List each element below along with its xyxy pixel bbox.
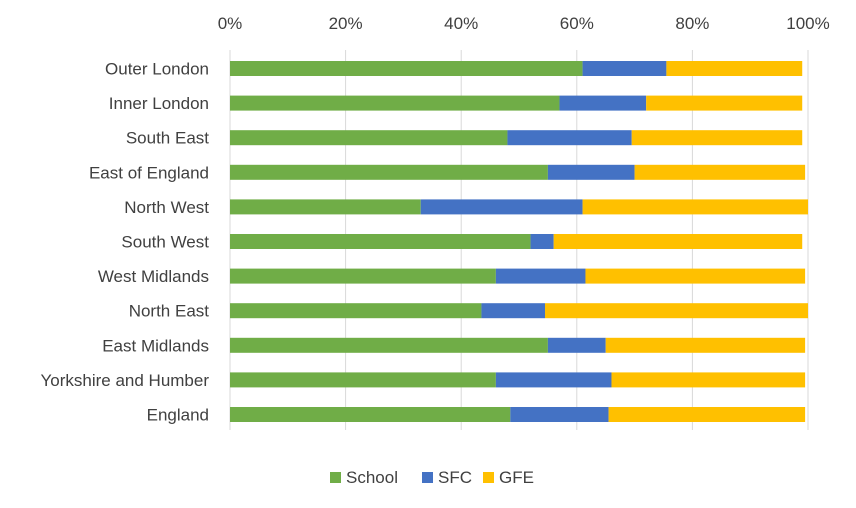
bar-segment-gfe [545, 303, 808, 319]
y-axis-categories: Outer London Inner London South East East o… [40, 60, 209, 425]
legend-label: School [346, 468, 398, 487]
bar-segment-gfe [646, 95, 803, 111]
bar-segment-sfc [495, 372, 612, 388]
bar-segment-gfe [631, 130, 803, 146]
legend-swatch [483, 472, 494, 483]
category-label: England [147, 406, 209, 425]
legend: School SFC GFE [330, 468, 534, 487]
bar-segment-school [230, 61, 583, 76]
bar-segment-school [230, 268, 496, 284]
legend-swatch [330, 472, 341, 483]
bar-segment-gfe [605, 337, 806, 353]
category-label: Yorkshire and Humber [40, 371, 209, 390]
bar-segment-school [230, 199, 421, 215]
bar-segment-gfe [608, 407, 806, 422]
bar-segment-sfc [420, 199, 583, 215]
x-tick-label: 80% [675, 14, 709, 33]
category-label: Outer London [105, 60, 209, 79]
bar-segment-school [230, 372, 496, 388]
category-label: West Midlands [98, 267, 209, 286]
bar-segment-gfe [585, 268, 806, 284]
category-label: Inner London [109, 94, 209, 113]
bar-segment-school [230, 234, 531, 249]
x-tick-label: 40% [444, 14, 478, 33]
bar-segment-gfe [582, 199, 808, 215]
bar-segment-sfc [507, 130, 632, 146]
bars [230, 61, 808, 422]
category-label: South East [126, 129, 209, 148]
bar-segment-sfc [547, 337, 606, 353]
bar-segment-sfc [582, 61, 667, 76]
bar-segment-sfc [547, 164, 635, 180]
category-label: North East [129, 302, 210, 321]
bar-segment-school [230, 303, 482, 319]
bar-segment-school [230, 164, 548, 180]
bar-segment-school [230, 130, 508, 146]
bar-segment-school [230, 407, 511, 422]
bar-segment-sfc [530, 234, 554, 249]
bar-segment-sfc [495, 268, 586, 284]
bar-segment-gfe [666, 61, 803, 76]
x-tick-label: 100% [786, 14, 829, 33]
x-tick-label: 0% [218, 14, 243, 33]
category-label: East Midlands [102, 336, 209, 355]
legend-swatch [422, 472, 433, 483]
category-label: South West [121, 233, 209, 252]
bar-segment-sfc [510, 407, 609, 422]
bar-segment-school [230, 95, 560, 111]
bar-segment-gfe [611, 372, 806, 388]
legend-label: SFC [438, 468, 472, 487]
category-label: East of England [89, 163, 209, 182]
bar-segment-gfe [634, 164, 806, 180]
x-axis-ticks: 0% 20% 40% 60% 80% 100% [218, 14, 830, 33]
bar-segment-sfc [481, 303, 546, 319]
bar-segment-sfc [559, 95, 647, 111]
bar-segment-gfe [553, 234, 803, 249]
bar-segment-school [230, 337, 548, 353]
category-label: North West [124, 198, 209, 217]
x-tick-label: 60% [560, 14, 594, 33]
legend-label: GFE [499, 468, 534, 487]
x-tick-label: 20% [329, 14, 363, 33]
